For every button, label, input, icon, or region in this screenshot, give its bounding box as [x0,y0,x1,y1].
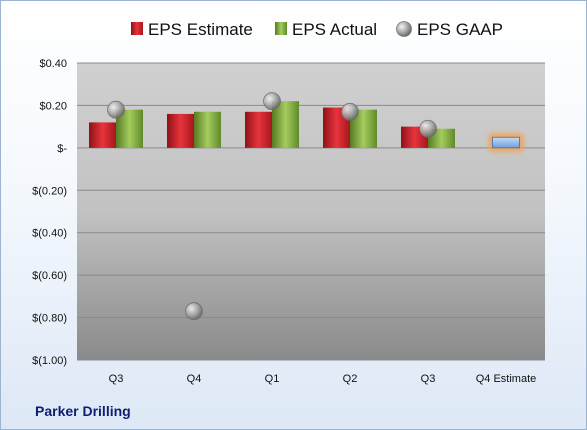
gaap-point [263,92,281,111]
bar-eps-actual-estimate [492,136,520,149]
x-tick-label: Q3 [421,373,436,385]
legend-item-gaap: EPS GAAP [396,20,503,39]
x-tick-label: Q4 [187,373,202,385]
bar-eps-actual [194,111,221,148]
x-tick-label: Q2 [343,373,358,385]
legend-gaap-swatch [396,21,412,37]
y-tick-label: $0.20 [39,100,67,112]
x-tick-label: Q1 [265,373,280,385]
y-tick-label: $0.40 [39,58,67,70]
bar-eps-estimate [167,113,194,148]
legend-actual-label: EPS Actual [292,20,377,39]
legend-actual-swatch [275,22,287,35]
y-tick-label: $(0.20) [32,185,67,197]
legend-item-actual: EPS Actual [275,20,377,39]
legend: EPS Estimate EPS Actual EPS GAAP [131,20,503,39]
bar-eps-estimate [89,122,116,148]
bar-eps-estimate [245,111,272,148]
y-tick-label: $(1.00) [32,355,67,367]
gaap-point [185,302,203,321]
legend-estimate-label: EPS Estimate [148,20,253,39]
legend-gaap-label: EPS GAAP [417,20,503,39]
company-name: Parker Drilling [35,403,131,419]
x-axis-ticks: Q3 Q4 Q1 Q2 Q3 Q4 Estimate [109,373,537,385]
legend-estimate-swatch [131,22,143,35]
y-tick-label: $(0.60) [32,270,67,282]
gaap-point [107,100,125,119]
x-tick-label: Q3 [109,373,124,385]
gaap-markers [107,92,437,321]
gaap-point [341,102,359,121]
y-tick-label: $- [57,143,67,155]
y-axis-ticks: $0.40 $0.20 $- $(0.20) $(0.40) $(0.60) $(0.80)… [32,58,67,367]
bar-eps-actual [272,101,299,148]
gridlines [77,62,545,361]
y-tick-label: $(0.80) [32,313,67,325]
legend-item-estimate: EPS Estimate [131,20,253,39]
gaap-point [419,119,437,138]
x-tick-label: Q4 Estimate [476,373,537,385]
plot-area [77,63,545,360]
y-tick-label: $(0.40) [32,228,67,240]
